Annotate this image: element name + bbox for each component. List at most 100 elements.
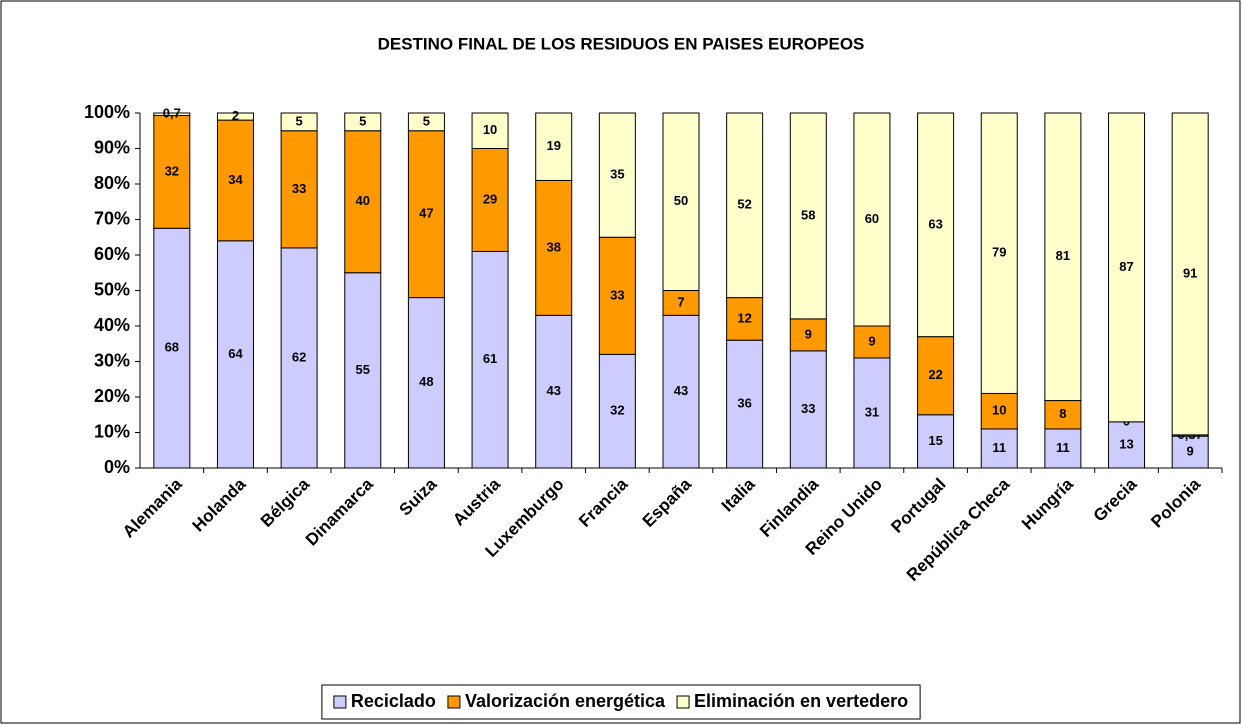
y-tick-label: 50% — [94, 279, 130, 299]
bar-segment — [726, 112, 764, 299]
bar-segment — [980, 112, 1018, 394]
bar-segment — [407, 112, 445, 132]
data-label: 91 — [1183, 265, 1197, 280]
data-label: 79 — [992, 245, 1006, 260]
legend-label: Valorización energética — [465, 691, 666, 711]
bar-segment — [407, 297, 445, 469]
data-label: 29 — [483, 191, 497, 206]
data-label: 32 — [610, 403, 624, 418]
data-label: 62 — [292, 349, 306, 364]
data-label: 9 — [805, 326, 812, 341]
data-label: 9 — [868, 333, 875, 348]
data-label: 8 — [1059, 406, 1066, 421]
data-label: 58 — [801, 207, 815, 222]
bar-segment — [153, 114, 191, 229]
data-label: 60 — [865, 211, 879, 226]
data-label: 55 — [356, 362, 370, 377]
data-label: 64 — [228, 346, 243, 361]
bar-segment — [216, 112, 254, 121]
bar-segment — [280, 247, 318, 469]
data-label: 10 — [992, 403, 1006, 418]
bar-segment — [980, 428, 1018, 469]
bar-segment — [662, 112, 700, 291]
y-tick-label: 20% — [94, 386, 130, 406]
y-tick-label: 40% — [94, 315, 130, 335]
legend-swatch — [447, 695, 461, 709]
bar-segment — [598, 236, 636, 355]
y-tick-label: 0% — [104, 457, 130, 477]
bar-segment — [853, 325, 891, 359]
bar-segment — [598, 353, 636, 469]
bar-segment — [153, 227, 191, 469]
data-label: 81 — [1056, 248, 1070, 263]
data-label: 7 — [677, 294, 684, 309]
data-label: 34 — [228, 172, 243, 187]
bar-segment — [1108, 421, 1146, 469]
data-label: 50 — [674, 193, 688, 208]
bar-segment — [598, 112, 636, 238]
chart-title: DESTINO FINAL DE LOS RESIDUOS EN PAISES … — [378, 34, 865, 53]
data-label: 11 — [1056, 440, 1070, 455]
bar-segment — [280, 112, 318, 132]
bar-segment — [726, 339, 764, 469]
legend-label: Reciclado — [351, 691, 436, 711]
bar-segment — [917, 336, 955, 416]
data-label: 15 — [928, 433, 942, 448]
data-label: 68 — [165, 340, 179, 355]
bar-segment — [1044, 400, 1082, 430]
bar-segment — [1108, 112, 1146, 423]
legend-swatch — [676, 695, 690, 709]
bar-segment — [535, 314, 573, 469]
data-label: 2 — [232, 108, 239, 123]
bar-segment — [853, 357, 891, 469]
bar-segment — [344, 272, 382, 469]
y-tick-label: 30% — [94, 350, 130, 370]
data-label: 33 — [292, 181, 306, 196]
bar-segment — [344, 130, 382, 274]
data-label: 11 — [992, 440, 1006, 455]
bar-segment — [1044, 112, 1082, 402]
data-label: 22 — [928, 367, 942, 382]
bar-segment — [280, 130, 318, 249]
data-label: 12 — [737, 310, 751, 325]
data-label: 33 — [801, 401, 815, 416]
data-label: 47 — [419, 206, 433, 221]
data-label: 43 — [546, 383, 560, 398]
bar-segment — [344, 112, 382, 132]
legend-label: Eliminación en vertedero — [694, 691, 908, 711]
bar-segment — [471, 250, 509, 469]
data-label: 40 — [356, 193, 370, 208]
bar-segment — [789, 318, 827, 352]
data-label: 31 — [865, 404, 879, 419]
bar-segment — [789, 350, 827, 469]
data-label: 43 — [674, 383, 688, 398]
bar-segment — [980, 392, 1018, 430]
data-label: 48 — [419, 374, 433, 389]
data-label: 32 — [165, 163, 179, 178]
bar-segment — [535, 112, 573, 181]
bar-segment — [471, 112, 509, 149]
y-tick-label: 100% — [84, 102, 130, 122]
data-label: 5 — [359, 113, 366, 128]
data-label: 13 — [1119, 436, 1133, 451]
bar-segment — [662, 314, 700, 469]
data-label: 5 — [423, 113, 430, 128]
y-tick-label: 10% — [94, 421, 130, 441]
bar-segment — [853, 112, 891, 327]
data-label: 52 — [737, 197, 751, 212]
data-label: 36 — [737, 396, 751, 411]
y-tick-label: 60% — [94, 244, 130, 264]
data-label: 63 — [928, 216, 942, 231]
y-tick-label: 80% — [94, 173, 130, 193]
data-label: 61 — [483, 351, 497, 366]
legend-box — [321, 684, 921, 720]
bar-segment — [1044, 428, 1082, 469]
data-label: 33 — [610, 287, 624, 302]
bar-segment — [153, 112, 191, 116]
data-label: 0,7 — [163, 106, 181, 121]
data-label: 10 — [483, 122, 497, 137]
data-label: 5 — [296, 113, 303, 128]
y-tick-label: 70% — [94, 208, 130, 228]
bar-segment — [917, 112, 955, 338]
